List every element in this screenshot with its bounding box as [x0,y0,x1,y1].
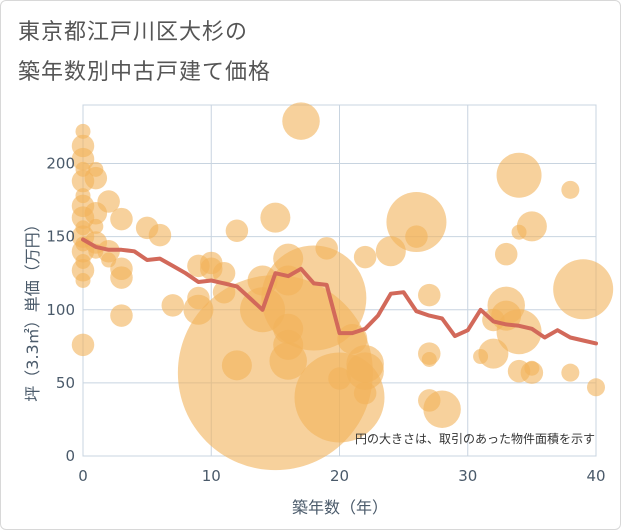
y-tick-label: 50 [56,374,75,392]
bubble-point [315,237,338,260]
y-axis-label: 坪（3.3㎡）単価（万円） [23,216,42,401]
bubble-point [212,261,236,285]
bubble-point [421,351,437,367]
bubble-point [473,349,489,365]
bubble-point [561,363,580,382]
x-tick-label: 10 [202,467,221,485]
bubble-point [353,381,377,405]
chart-title-line-2: 築年数別中古戸建て価格 [18,60,272,85]
bubble-point [88,161,104,177]
bubble-point [282,102,320,140]
bubble-point [97,190,120,213]
bubble-point [75,123,91,139]
bubble-point [511,224,527,240]
bubble-series [71,102,614,471]
bubble-point [71,333,95,357]
bubble-point [187,286,210,310]
bubble-size-note: 円の大きさは、取引のあった物件面積を示す [355,431,595,446]
bubble-point [225,219,249,243]
bubble-point [273,243,304,274]
bubble-point [418,283,441,307]
y-tick-label: 100 [46,301,75,319]
x-tick-label: 0 [78,467,88,485]
axis-ticks: 0 10 20 30 40 0 50 100 150 200 [46,155,605,486]
x-tick-label: 30 [458,467,477,485]
bubble-point [405,225,428,248]
bubble-point [148,223,172,247]
y-tick-label: 150 [46,228,75,246]
bubble-point [418,389,441,412]
bubble-point [110,266,133,289]
bubble-point [110,207,133,231]
bubble-point [75,273,91,288]
bubble-point [328,367,351,390]
bubble-point [75,220,91,236]
bubble-point [75,188,91,204]
bubble-point [75,253,91,269]
trend-line [81,237,598,346]
bubble-point [587,378,605,397]
trend-line-group [81,237,598,346]
bubble-point [221,350,252,381]
x-axis-label: 築年数（年） [292,498,388,517]
bubble-point [101,252,117,268]
bubble-point [386,192,447,252]
bubble-point [346,352,384,390]
y-tick-label: 200 [46,155,75,173]
y-tick-label: 0 [65,447,75,465]
bubble-point [273,329,304,360]
bubble-point [75,161,91,177]
chart-title-line-1: 東京都江戸川区大杉の [18,20,249,45]
bubble-point [375,236,406,267]
bubble-point [260,202,291,233]
bubble-point [553,259,614,320]
bubble-point [496,152,542,198]
x-tick-label: 40 [586,467,605,485]
bubble-point [494,242,518,266]
bubble-point [161,294,185,317]
bubble-point [524,360,540,376]
bubble-point [353,245,377,269]
bubble-point [561,180,580,199]
bubble-point [110,304,133,327]
bubble-point [88,218,104,234]
x-tick-label: 20 [330,467,349,485]
